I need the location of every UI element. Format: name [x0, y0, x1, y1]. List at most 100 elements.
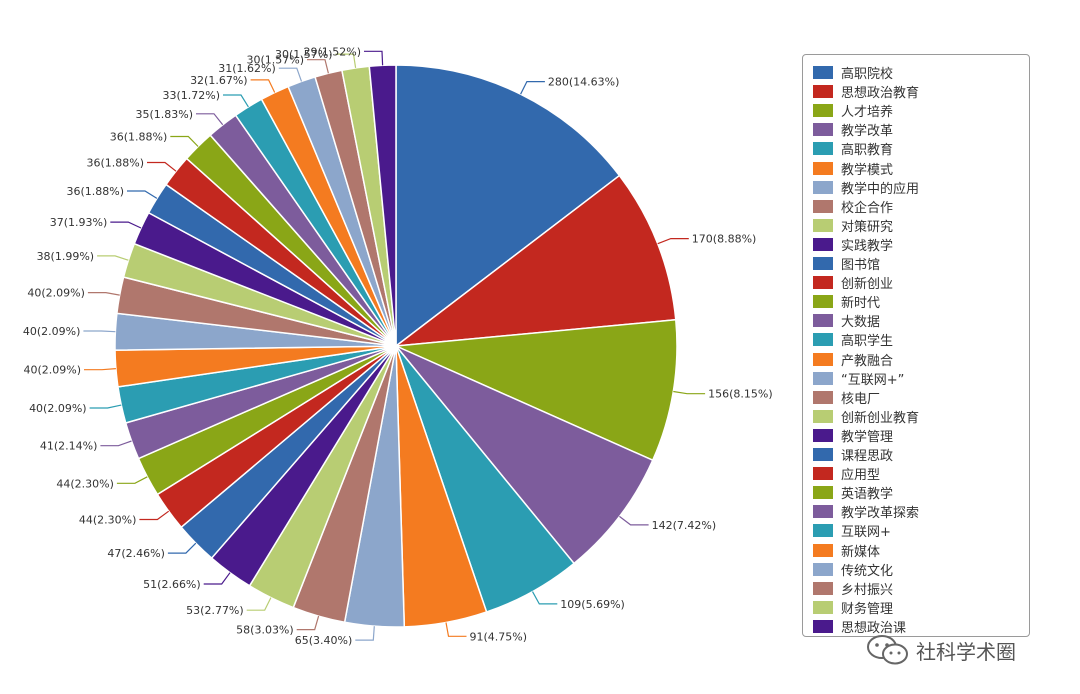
leader-line [296, 615, 320, 631]
legend-swatch [813, 467, 833, 481]
legend-item[interactable]: 乡村振兴 [813, 579, 893, 598]
legend-item[interactable]: 图书馆 [813, 254, 880, 273]
legend-item[interactable]: 应用型 [813, 464, 880, 483]
legend-label: 教学改革探索 [841, 506, 920, 522]
leader-line [657, 238, 689, 245]
leader-line [110, 221, 142, 229]
leader-line [278, 67, 303, 82]
legend-item[interactable]: 创新创业 [813, 273, 893, 292]
data-label: 156(8.15%) [708, 388, 773, 401]
legend-item[interactable]: 课程思政 [813, 445, 893, 464]
legend-label: 互联网+ [841, 525, 891, 541]
legend-item[interactable]: 创新创业教育 [813, 407, 919, 426]
legend-item[interactable]: 教学改革 [813, 120, 893, 139]
legend-item[interactable]: 校企合作 [813, 197, 893, 216]
leader-line [89, 404, 122, 409]
legend-item[interactable]: 教学管理 [813, 426, 893, 445]
legend-item[interactable]: 新媒体 [813, 541, 880, 560]
legend-item[interactable]: 实践教学 [813, 235, 893, 254]
wechat-icon [867, 635, 908, 665]
legend-label: 产教融合 [841, 353, 894, 369]
legend-label: 高职教育 [841, 143, 894, 159]
leader-line [520, 80, 545, 95]
chart-legend: 高职院校 思想政治教育 人才培养教学改革高职教育 教学模式教学中的应用 校企合作 对策研究… [802, 54, 1030, 637]
leader-line [531, 591, 558, 605]
legend-label: 传统文化 [841, 563, 894, 579]
leader-line [139, 510, 170, 521]
pie-leader-lines [83, 50, 706, 641]
legend-swatch [813, 257, 833, 270]
data-label: 58(3.03%) [236, 624, 294, 637]
legend-item[interactable]: “互联网+” [813, 369, 904, 388]
legend-item[interactable]: 产教融合 [813, 350, 893, 369]
legend-label: 大数据 [841, 315, 881, 331]
legend-item[interactable]: 高职院校 [813, 63, 893, 82]
legend-swatch [813, 161, 833, 175]
legend-label: 核电厂 [841, 391, 881, 407]
legend-swatch [813, 295, 833, 309]
legend-label: 教学改革 [841, 124, 894, 140]
legend-swatch [813, 428, 833, 442]
legend-label: 乡村振兴 [841, 582, 894, 598]
data-label: 29(1.52%) [303, 45, 361, 58]
data-label: 51(2.66%) [143, 578, 201, 591]
data-label: 33(1.72%) [162, 89, 220, 102]
leader-line [335, 53, 357, 68]
leader-line [147, 161, 177, 172]
legend-label: 课程思政 [841, 449, 894, 464]
watermark: 社科学术圈 [866, 632, 1016, 668]
legend-item[interactable]: 高职学生 [813, 330, 893, 349]
legend-item[interactable]: 思想政治教育 [813, 82, 919, 101]
leader-line [355, 626, 375, 641]
watermark-text: 社科学术圈 [916, 639, 1016, 664]
pie-data-labels: 280(14.63%) 170(8.88%) 156(8.15%) 142(7.42%… [23, 45, 773, 647]
data-label: 36(1.88%) [110, 131, 168, 144]
legend-item[interactable]: 新时代 [813, 292, 880, 311]
legend-item[interactable]: 人才培养 [813, 101, 893, 120]
legend-item[interactable]: 高职教育 [813, 139, 893, 158]
leader-line [619, 515, 649, 526]
legend-label: 教学中的应用 [841, 181, 920, 197]
leader-line [83, 330, 116, 333]
legend-item[interactable]: 教学改革探索 [813, 502, 919, 521]
data-label: 40(2.09%) [29, 402, 87, 415]
data-label: 109(5.69%) [560, 598, 625, 611]
legend-swatch [813, 352, 833, 366]
legend-label: 创新创业教育 [841, 410, 920, 426]
legend-label: 思想政治课 [841, 620, 907, 636]
data-label: 170(8.88%) [692, 233, 757, 246]
legend-label: 教学管理 [841, 429, 894, 445]
legend-label: 应用型 [841, 468, 881, 484]
leader-line [167, 542, 197, 554]
data-label: 41(2.14%) [40, 440, 98, 453]
pie-slice [368, 64, 397, 347]
leader-line [223, 94, 249, 108]
legend-item[interactable]: 对策研究 [813, 216, 893, 235]
data-label: 35(1.83%) [135, 108, 193, 121]
legend-item[interactable]: 英语教学 [813, 483, 893, 502]
legend-swatch [813, 333, 833, 347]
legend-item[interactable]: 财务管理 [813, 598, 893, 617]
legend-swatch [813, 581, 833, 595]
legend-swatch [813, 218, 833, 232]
legend-item[interactable]: 互联网+ [813, 521, 891, 540]
legend-item[interactable]: 教学中的应用 [813, 178, 919, 197]
data-label: 30(1.57%) [246, 54, 304, 67]
legend-item[interactable]: 传统文化 [813, 560, 893, 579]
data-label: 30(1.57%) [275, 48, 333, 61]
leader-line [116, 476, 148, 484]
legend-swatch [813, 448, 833, 461]
legend-swatch [813, 524, 833, 538]
legend-item[interactable]: 核电厂 [813, 388, 880, 407]
legend-swatch [813, 276, 833, 290]
leader-line [127, 190, 158, 199]
legend-swatch [813, 600, 833, 614]
legend-label: 财务管理 [841, 601, 894, 617]
legend-item[interactable]: 大数据 [813, 311, 880, 330]
leader-line [307, 59, 329, 74]
legend-item[interactable]: 思想政治课 [813, 617, 906, 636]
legend-item[interactable]: 教学模式 [813, 159, 893, 178]
data-label: 280(14.63%) [548, 76, 620, 89]
data-label: 37(1.93%) [50, 216, 108, 229]
